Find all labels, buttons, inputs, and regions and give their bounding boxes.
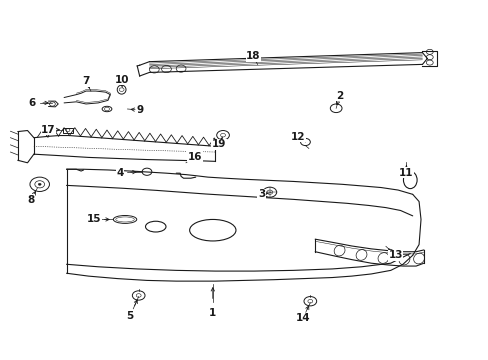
Text: 3: 3: [257, 189, 264, 199]
Text: 13: 13: [387, 250, 402, 260]
Text: 2: 2: [335, 91, 343, 101]
Text: 7: 7: [82, 76, 89, 86]
Text: 12: 12: [290, 132, 305, 142]
Text: 18: 18: [245, 51, 260, 61]
Text: 10: 10: [114, 75, 129, 85]
Text: 5: 5: [126, 311, 133, 321]
Circle shape: [38, 183, 41, 185]
Text: 1: 1: [209, 308, 216, 318]
Text: 15: 15: [87, 215, 102, 224]
Text: 16: 16: [187, 152, 202, 162]
Text: 9: 9: [136, 105, 143, 115]
Text: 19: 19: [211, 139, 226, 149]
Text: 17: 17: [41, 125, 56, 135]
Text: 14: 14: [295, 313, 310, 323]
Text: 8: 8: [27, 195, 35, 205]
Text: 11: 11: [398, 168, 413, 178]
Text: 6: 6: [29, 98, 36, 108]
Text: 4: 4: [116, 168, 123, 178]
